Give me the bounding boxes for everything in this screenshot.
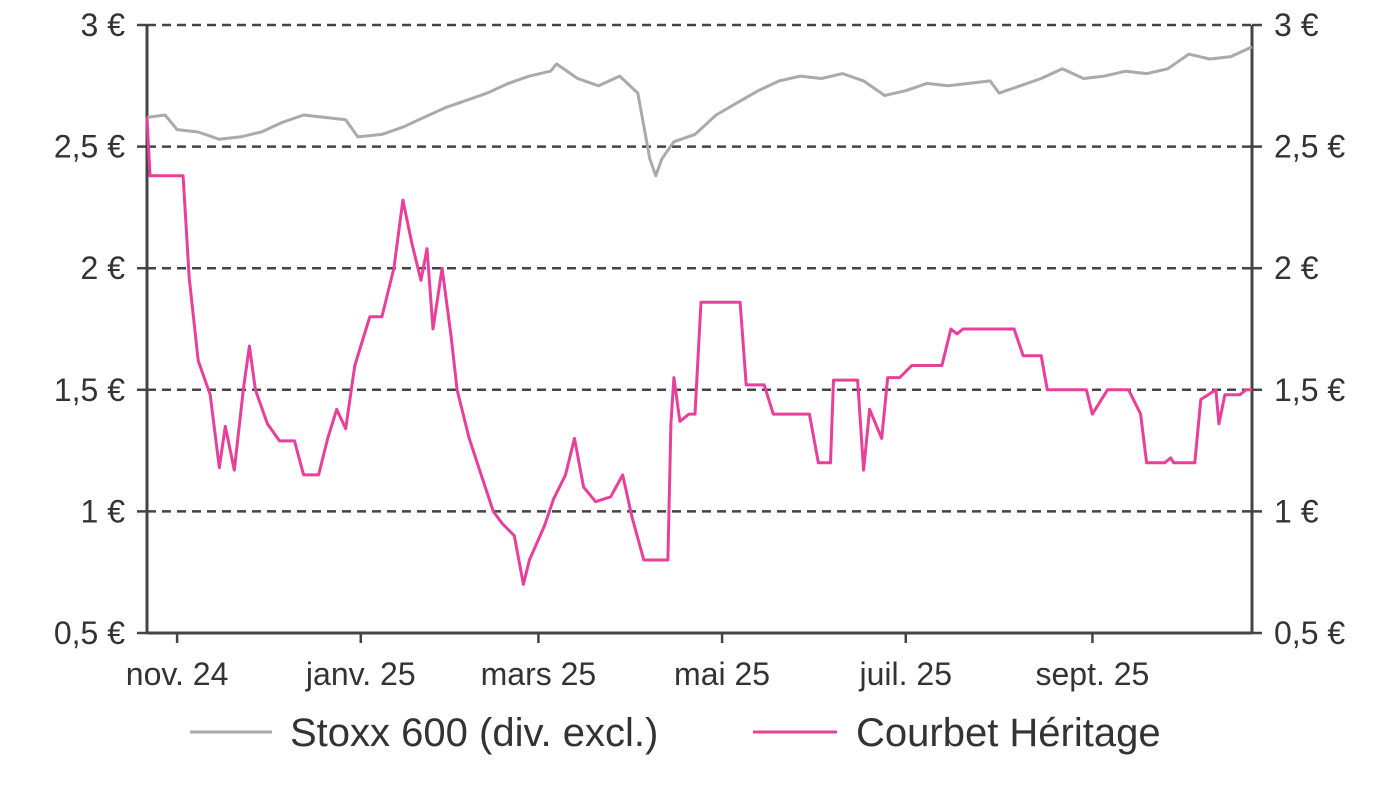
y-tick-label-left: 1 € [81, 493, 126, 529]
grid-lines [147, 23, 1252, 513]
legend-label: Stoxx 600 (div. excl.) [290, 711, 658, 755]
y-tick-label-left: 2 € [81, 250, 126, 286]
legend-label: Courbet Héritage [856, 711, 1161, 755]
y-tick-label-left: 3 € [81, 7, 126, 43]
series-line-courbet-heritage [145, 117, 1252, 586]
y-tick-label-left: 1,5 € [54, 372, 125, 408]
x-tick-label: nov. 24 [126, 656, 229, 692]
y-tick-label-right: 2,5 € [1274, 129, 1345, 165]
y-tick-label-left: 0,5 € [54, 615, 125, 651]
y-tick-label-right: 0,5 € [1274, 615, 1345, 651]
series-lines [145, 45, 1253, 586]
x-tick-label: mai 25 [674, 656, 770, 692]
x-tick-label: mars 25 [481, 656, 597, 692]
series-line-stoxx-600 [146, 45, 1253, 178]
x-tick-label: janv. 25 [305, 656, 416, 692]
y-tick-label-right: 1 € [1274, 493, 1319, 529]
y-tick-label-right: 3 € [1274, 7, 1319, 43]
legend: Stoxx 600 (div. excl.) Courbet Héritage [190, 711, 1161, 755]
y-tick-label-right: 2 € [1274, 250, 1319, 286]
x-tick-label: sept. 25 [1035, 656, 1149, 692]
x-tick-label: juil. 25 [858, 656, 952, 692]
y-axis-left-labels: 3 € 2,5 € 2 € 1,5 € 1 € 0,5 € [54, 7, 125, 651]
x-axis-labels: nov. 24 janv. 25 mars 25 mai 25 juil. 25 sept… [126, 656, 1150, 692]
y-axis-right-labels: 3 € 2,5 € 2 € 1,5 € 1 € 0,5 € [1274, 7, 1345, 651]
y-tick-label-right: 1,5 € [1274, 372, 1345, 408]
y-tick-label-left: 2,5 € [54, 129, 125, 165]
